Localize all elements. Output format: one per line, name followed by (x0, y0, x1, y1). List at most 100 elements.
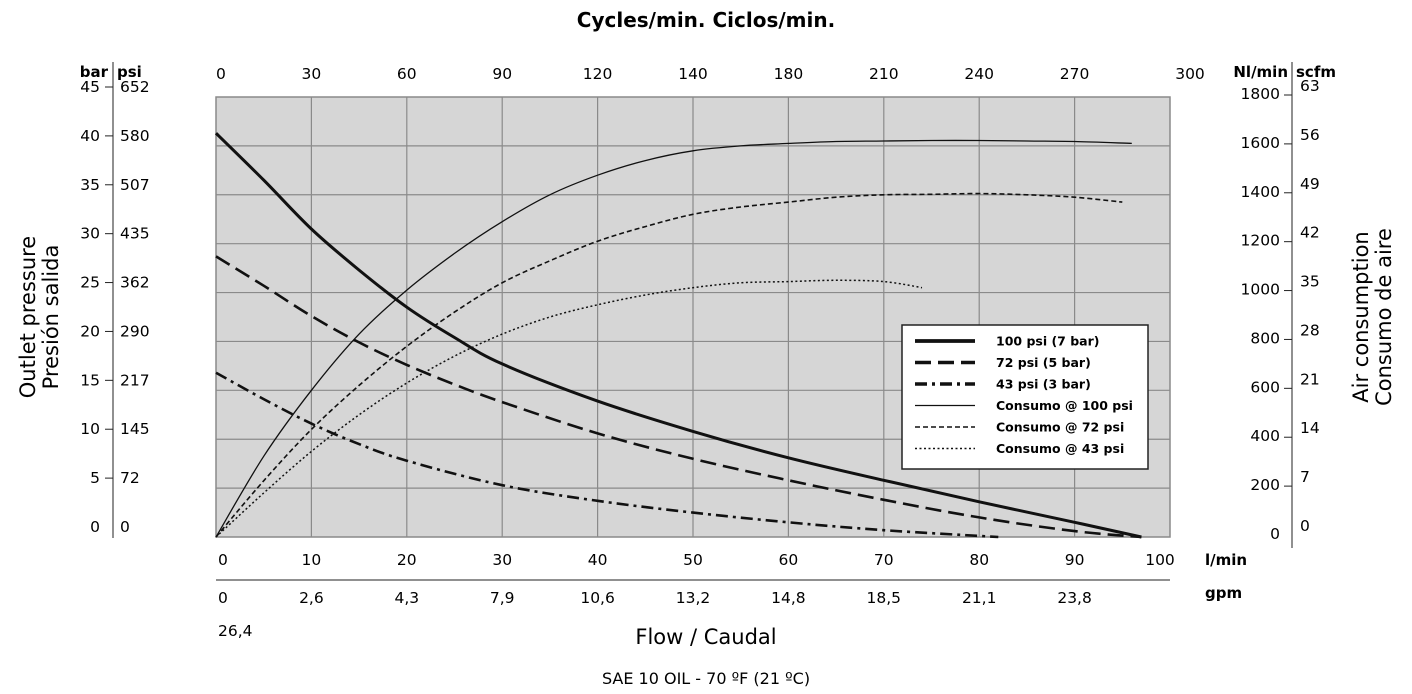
bar-tick-label: 20 (80, 322, 100, 340)
left-axis-ticks: 0 5 10 15 20 25 30 35 40 45 0 72 145 217 290 362 435 507 5… (80, 78, 149, 536)
gpm-tick-label: 18,5 (867, 589, 902, 607)
top-tick-label: 180 (774, 65, 804, 83)
psi-tick-label: 217 (120, 371, 150, 389)
right-unit-scfm: scfm (1296, 63, 1336, 81)
chart-title: Cycles/min. Ciclos/min. (577, 8, 835, 32)
bar-tick-label: 45 (80, 78, 100, 96)
left-unit-bar: bar (80, 63, 109, 81)
left-unit-psi: psi (117, 63, 142, 81)
top-tick-label: 120 (583, 65, 613, 83)
gpm-tick-label: 21,1 (962, 589, 997, 607)
bar-tick-label: 10 (80, 420, 100, 438)
lmin-tick-label: 100 (1145, 551, 1175, 569)
gpm-axis-ticks: 0 2,6 4,3 7,9 10,6 13,2 14,8 18,5 21,1 23,8 (218, 589, 1092, 607)
lmin-tick-label: 90 (1065, 551, 1085, 569)
lmin-tick-label: 30 (492, 551, 512, 569)
series-group (214, 132, 1142, 539)
x-axis-label: Flow / Caudal (635, 625, 776, 649)
legend-label-1: 100 psi (7 bar) (996, 334, 1100, 349)
series-line-2 (215, 255, 1142, 539)
series-line-1 (214, 132, 1142, 539)
gpm-tick-label: 4,3 (394, 589, 419, 607)
lmin-tick-label: 80 (969, 551, 989, 569)
right-axis-label-2: Consumo de aire (1372, 228, 1396, 406)
scfm-tick-label: 42 (1300, 224, 1320, 242)
bottom-axis-ticks: 0 10 20 30 40 50 60 70 80 90 100 (218, 551, 1175, 569)
bar-tick-label: 25 (80, 274, 100, 292)
top-tick-label: 60 (397, 65, 417, 83)
gpm-extra-tick: 26,4 (218, 622, 253, 640)
top-tick-label: 270 (1060, 65, 1090, 83)
psi-tick-label: 652 (120, 78, 150, 96)
scfm-tick-label: 28 (1300, 321, 1320, 339)
lmin-tick-label: 70 (874, 551, 894, 569)
scfm-tick-label: 63 (1300, 77, 1320, 95)
top-axis-ticks: 0 30 60 90 120 140 180 210 240 270 300 (216, 65, 1205, 83)
psi-tick-label: 507 (120, 176, 150, 194)
psi-tick-label: 362 (120, 274, 150, 292)
gpm-tick-label: 0 (218, 589, 228, 607)
series-line-5 (215, 192, 1123, 538)
top-tick-label: 210 (869, 65, 899, 83)
bar-tick-label: 30 (80, 225, 100, 243)
left-axis-label-2: Presión salida (39, 245, 63, 390)
series-line-3 (215, 371, 999, 539)
lmin-tick-label: 20 (397, 551, 417, 569)
bar-tick-label: 5 (90, 469, 100, 487)
scfm-tick-label: 14 (1300, 419, 1320, 437)
top-tick-label: 140 (678, 65, 708, 83)
bar-tick-label: 35 (80, 176, 100, 194)
legend-label-6: Consumo @ 43 psi (996, 441, 1124, 456)
nl-tick-label: 400 (1250, 427, 1280, 445)
psi-tick-label: 145 (120, 420, 150, 438)
nl-tick-label: 1800 (1241, 85, 1280, 103)
scfm-tick-label: 21 (1300, 370, 1320, 388)
right-unit-nl: Nl/min (1233, 63, 1288, 81)
lmin-tick-label: 50 (683, 551, 703, 569)
scfm-tick-label: 35 (1300, 273, 1320, 291)
gpm-tick-label: 13,2 (676, 589, 711, 607)
legend: 100 psi (7 bar) 72 psi (5 bar) 43 psi (3 b… (901, 324, 1149, 470)
legend-label-4: Consumo @ 100 psi (996, 398, 1133, 413)
nl-tick-label: 0 (1270, 525, 1280, 543)
right-axis-ticks: 0 200 400 600 800 1000 1200 1400 1600 1800 0 7 14 21 2… (1241, 77, 1320, 543)
psi-tick-label: 0 (120, 518, 130, 536)
top-tick-label: 300 (1175, 65, 1205, 83)
legend-label-3: 43 psi (3 bar) (996, 377, 1091, 392)
x-unit-lmin: l/min (1205, 551, 1247, 569)
lmin-tick-label: 40 (588, 551, 608, 569)
lmin-tick-label: 10 (302, 551, 322, 569)
legend-box (901, 324, 1149, 470)
left-axis-label-1: Outlet pressure (16, 236, 40, 398)
top-tick-label: 240 (964, 65, 994, 83)
nl-tick-label: 1200 (1241, 232, 1280, 250)
right-axis-label-1: Air consumption (1349, 231, 1373, 402)
nl-tick-label: 1600 (1241, 134, 1280, 152)
bar-tick-label: 0 (90, 518, 100, 536)
nl-tick-label: 600 (1250, 378, 1280, 396)
series-line-4 (215, 139, 1132, 538)
nl-tick-label: 1400 (1241, 183, 1280, 201)
psi-tick-label: 290 (120, 322, 150, 340)
top-tick-label: 0 (216, 65, 226, 83)
top-tick-label: 30 (302, 65, 322, 83)
nl-tick-label: 800 (1250, 329, 1280, 347)
lmin-tick-label: 60 (779, 551, 799, 569)
psi-tick-label: 72 (120, 469, 140, 487)
scfm-tick-label: 0 (1300, 517, 1310, 535)
scfm-tick-label: 49 (1300, 175, 1320, 193)
gpm-tick-label: 14,8 (771, 589, 806, 607)
psi-tick-label: 435 (120, 225, 150, 243)
grid (216, 97, 1170, 537)
scfm-tick-label: 56 (1300, 126, 1320, 144)
gpm-tick-label: 2,6 (299, 589, 324, 607)
lmin-tick-label: 0 (218, 551, 228, 569)
gpm-tick-label: 23,8 (1057, 589, 1092, 607)
nl-tick-label: 200 (1250, 476, 1280, 494)
legend-label-5: Consumo @ 72 psi (996, 420, 1124, 435)
gpm-tick-label: 7,9 (490, 589, 515, 607)
legend-label-2: 72 psi (5 bar) (996, 355, 1091, 370)
bar-tick-label: 40 (80, 127, 100, 145)
x-unit-gpm: gpm (1205, 584, 1242, 602)
